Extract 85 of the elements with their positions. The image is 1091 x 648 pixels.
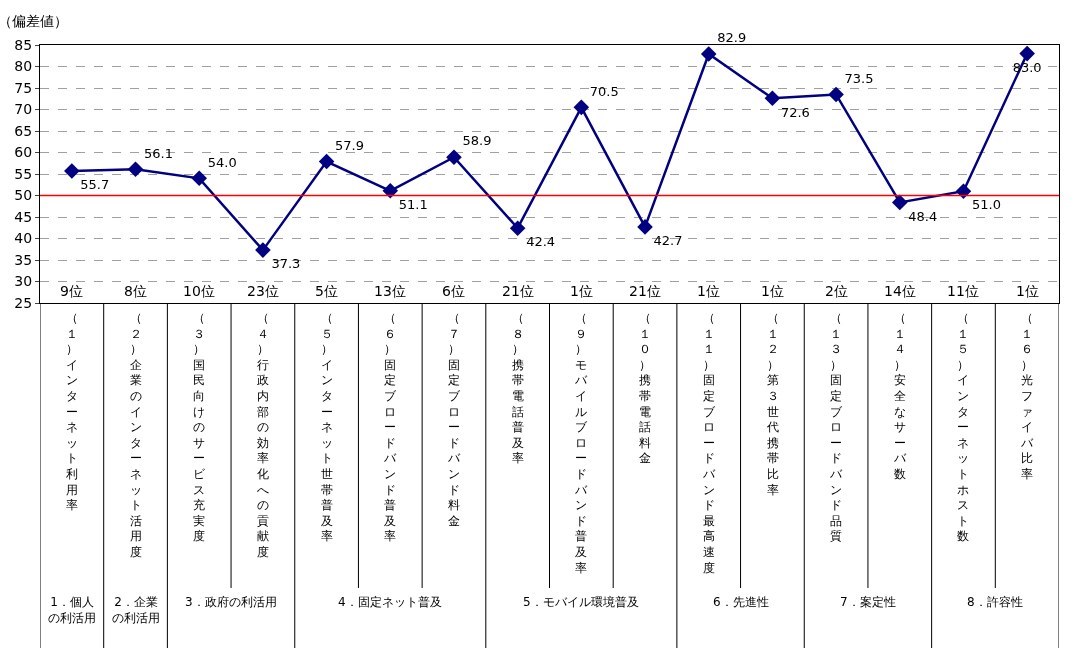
point bbox=[891, 194, 908, 211]
text: 1．個人の利活用 bbox=[48, 595, 96, 625]
annotation: 13位 bbox=[374, 283, 406, 299]
data-label: 70.5 bbox=[589, 83, 619, 99]
point bbox=[64, 163, 80, 179]
annotation: 2位 bbox=[825, 283, 848, 299]
text: 2．企業の利活用 bbox=[112, 595, 160, 625]
text: 4．固定ネット普及 bbox=[338, 595, 442, 609]
text: 8．許容性 bbox=[967, 595, 1023, 609]
data-label: 42.4 bbox=[526, 234, 556, 250]
data-label: 56.1 bbox=[144, 145, 173, 161]
text: 6．先進性 bbox=[713, 595, 769, 609]
point bbox=[382, 182, 399, 199]
y-tick-label: 80 bbox=[14, 58, 33, 75]
category-label: （１６）光ファイバ比率 bbox=[1021, 311, 1033, 481]
point bbox=[446, 149, 462, 166]
annotation: 10位 bbox=[183, 283, 215, 299]
data-label: 58.9 bbox=[462, 133, 492, 149]
category-label: （１３）固定ブロードバンド品質 bbox=[830, 311, 842, 544]
y-tick-label: 50 bbox=[14, 187, 33, 204]
data-label: 72.6 bbox=[780, 104, 810, 120]
y-tick-label: 70 bbox=[14, 101, 33, 118]
y-tick-label: 45 bbox=[14, 208, 33, 225]
y-tick-label: 65 bbox=[14, 122, 33, 139]
text: 3．政府の利活用 bbox=[185, 595, 277, 609]
point bbox=[828, 86, 844, 103]
annotation: 1位 bbox=[697, 283, 720, 299]
y-axis-title: （偏差値） bbox=[0, 13, 68, 29]
annotation: 1位 bbox=[1016, 283, 1039, 299]
category-label: （９）モバイルブロードバンド普及率 bbox=[575, 311, 587, 575]
annotation: 5位 bbox=[315, 283, 338, 299]
annotation: 6位 bbox=[442, 283, 465, 299]
data-label: 37.3 bbox=[271, 256, 301, 272]
point bbox=[318, 153, 335, 170]
point bbox=[1019, 45, 1035, 62]
y-tick-label: 55 bbox=[14, 165, 33, 182]
category-label: （４）行政内部の効率化への貢献度 bbox=[257, 311, 269, 559]
y-tick-label: 35 bbox=[14, 251, 33, 268]
point bbox=[509, 220, 526, 236]
data-label: 51.0 bbox=[971, 197, 1001, 213]
point bbox=[127, 161, 144, 178]
annotation: 9位 bbox=[60, 283, 83, 299]
text: 7．案定性 bbox=[840, 595, 896, 609]
point bbox=[255, 242, 271, 258]
category-label: （１２）第３世代携帯比率 bbox=[767, 311, 779, 497]
data-label: 82.9 bbox=[717, 30, 747, 46]
point bbox=[637, 219, 653, 235]
annotation: 14位 bbox=[884, 283, 916, 299]
annotation: 1位 bbox=[761, 283, 784, 299]
annotation: 1位 bbox=[570, 283, 593, 299]
category-label: （１４）安全なサーバ数 bbox=[894, 311, 906, 481]
category-label: （１０）携帯電話料金 bbox=[639, 311, 651, 466]
data-label: 51.1 bbox=[398, 197, 428, 213]
category-label: （３）国民向けのサービス充実度 bbox=[193, 311, 205, 544]
text: 5．モバイル環境普及 bbox=[523, 595, 639, 609]
annotation: 23位 bbox=[247, 283, 279, 299]
point bbox=[191, 170, 208, 187]
data-label: 55.7 bbox=[80, 177, 110, 193]
category-label: （６）固定ブロードバンド普及率 bbox=[384, 311, 396, 544]
point bbox=[764, 90, 781, 107]
y-tick-label: 85 bbox=[14, 36, 33, 53]
y-tick-label: 60 bbox=[14, 144, 33, 161]
category-label: （７）固定ブロードバンド料金 bbox=[448, 311, 460, 528]
category-label: （８）携帯電話普及率 bbox=[512, 311, 524, 466]
category-label: （１）インターネット利用率 bbox=[66, 311, 78, 513]
annotation: 8位 bbox=[124, 283, 147, 299]
data-label: 42.7 bbox=[653, 233, 683, 249]
annotation: 21位 bbox=[629, 283, 661, 299]
point bbox=[700, 46, 717, 62]
point bbox=[955, 183, 972, 199]
data-label: 57.9 bbox=[335, 137, 365, 153]
data-label: 54.0 bbox=[207, 154, 237, 170]
category-label: （２）企業のインターネット活用度 bbox=[130, 311, 142, 559]
category-label: （１１）固定ブロードバンド最高速度 bbox=[703, 311, 715, 575]
y-tick-label: 25 bbox=[14, 294, 33, 311]
y-tick-label: 75 bbox=[14, 79, 33, 96]
data-label: 73.5 bbox=[844, 70, 874, 86]
category-label: （１５）インターネットホスト数 bbox=[957, 311, 969, 544]
category-label: （５）インターネット世帯普及率 bbox=[321, 311, 333, 544]
annotation: 21位 bbox=[502, 283, 534, 299]
point bbox=[573, 99, 590, 116]
annotation: 11位 bbox=[947, 283, 979, 299]
y-tick-label: 40 bbox=[14, 230, 33, 247]
y-tick-label: 30 bbox=[14, 273, 33, 290]
data-label: 48.4 bbox=[908, 208, 938, 224]
